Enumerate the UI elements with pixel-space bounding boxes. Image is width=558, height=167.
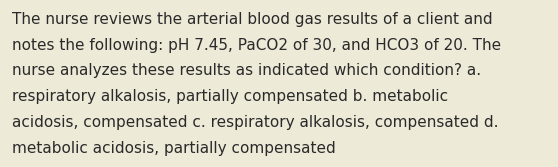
Text: respiratory alkalosis, partially compensated b. metabolic: respiratory alkalosis, partially compens… [12, 89, 449, 104]
Text: nurse analyzes these results as indicated which condition? a.: nurse analyzes these results as indicate… [12, 63, 482, 78]
Text: acidosis, compensated c. respiratory alkalosis, compensated d.: acidosis, compensated c. respiratory alk… [12, 115, 499, 130]
Text: notes the following: pH 7.45, PaCO2 of 30, and HCO3 of 20. The: notes the following: pH 7.45, PaCO2 of 3… [12, 38, 502, 53]
Text: The nurse reviews the arterial blood gas results of a client and: The nurse reviews the arterial blood gas… [12, 12, 493, 27]
Text: metabolic acidosis, partially compensated: metabolic acidosis, partially compensate… [12, 141, 336, 156]
